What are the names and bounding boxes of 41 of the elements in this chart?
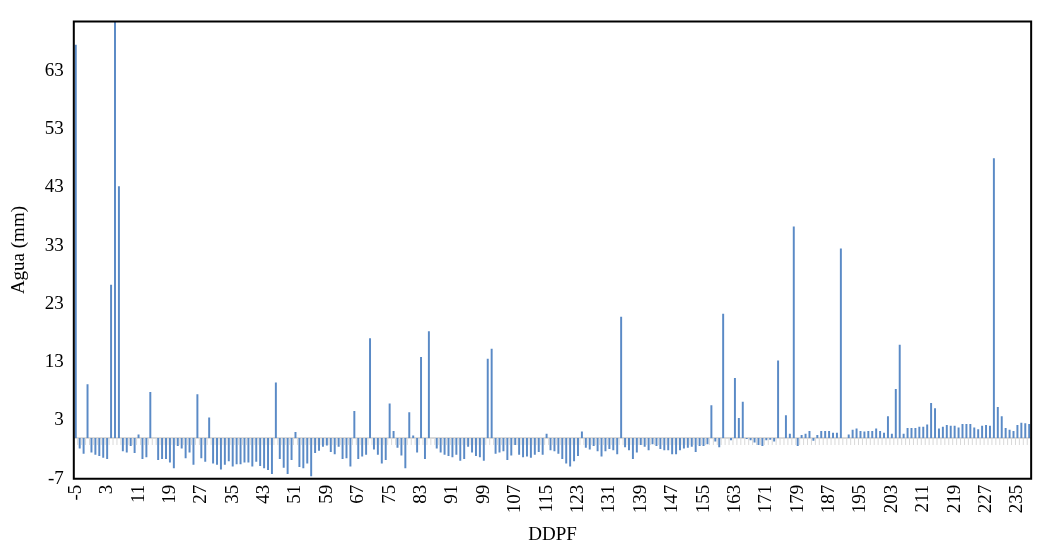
x-tick-label: 75 [377,484,399,504]
x-tick-label: 211 [911,484,933,513]
x-tick-label: 43 [252,484,274,504]
y-tick-label: -7 [47,466,64,488]
x-tick-label: 131 [597,484,619,514]
y-tick-label: 13 [44,350,64,372]
x-tick-label: 83 [409,484,431,504]
x-tick-label: 35 [220,484,242,504]
x-tick-label: 19 [157,484,179,504]
x-tick-label: 235 [1005,484,1027,514]
x-tick-label: 99 [471,484,493,504]
x-tick-label: 123 [565,484,587,514]
x-tick-label: 139 [628,484,650,514]
x-tick-label: 171 [754,484,776,514]
x-tick-label: 219 [942,484,964,514]
y-tick-label: 53 [44,117,64,139]
x-tick-label: 155 [691,484,713,514]
y-tick-label: 23 [44,291,64,313]
x-tick-label: 27 [189,484,211,504]
x-tick-label: 115 [534,484,556,513]
x-tick-label: 227 [974,484,996,514]
x-tick-label: 11 [126,484,148,503]
x-tick-label: 147 [660,484,682,514]
x-tick-label: 179 [785,484,807,514]
y-tick-label: 33 [44,233,64,255]
x-tick-label: 195 [848,484,870,514]
x-axis-title: DDPF [528,522,577,544]
x-tick-label: 163 [722,484,744,514]
y-tick-label: 63 [44,58,64,80]
x-tick-label: 67 [346,484,368,504]
x-tick-label: 187 [817,484,839,514]
y-axis-title: Agua (mm) [7,205,30,295]
x-tick-label: 91 [440,484,462,504]
x-tick-label: 59 [314,484,336,504]
x-tick-label: -5 [63,484,85,501]
x-tick-label: 51 [283,484,305,504]
x-tick-label: 107 [503,484,525,514]
x-tick-label: 3 [95,484,117,495]
x-tick-label: 203 [879,484,901,514]
y-tick-label: 43 [44,175,64,197]
y-tick-label: 3 [54,408,64,430]
